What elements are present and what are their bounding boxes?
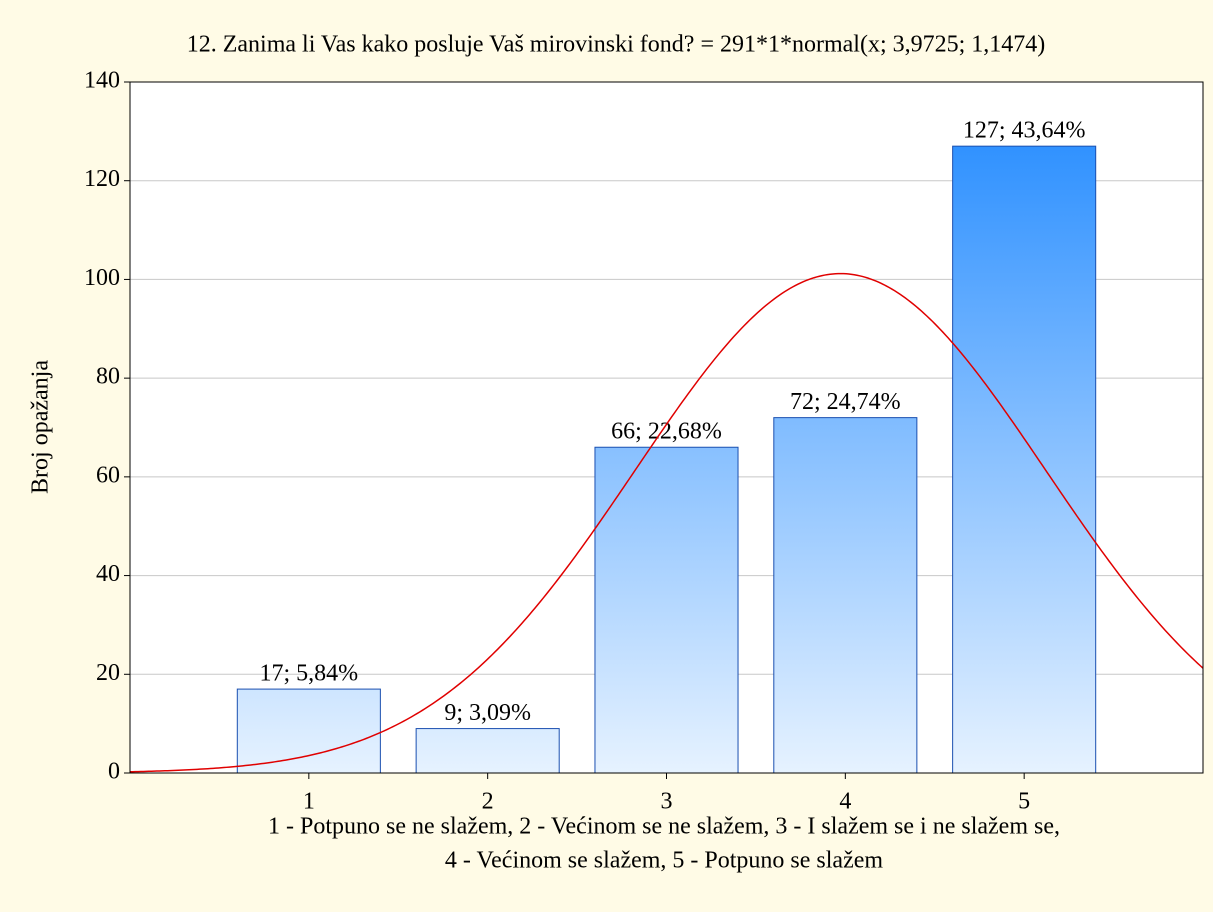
y-tick-label: 100 (84, 265, 120, 291)
x-tick-label: 5 (1018, 789, 1030, 815)
data-label: 127; 43,64% (963, 118, 1086, 144)
y-tick-label: 140 (84, 68, 120, 94)
x-tick-label: 1 (303, 789, 315, 815)
x-tick-label: 3 (661, 789, 673, 815)
y-tick-label: 60 (96, 462, 120, 488)
bar (236, 688, 381, 774)
x-tick-label: 4 (839, 789, 851, 815)
x-axis-label: 4 - Većinom se slažem, 5 - Potpuno se sl… (445, 848, 883, 874)
chart-title: 12. Zanima li Vas kako posluje Vaš mirov… (187, 32, 1046, 58)
y-tick-label: 20 (96, 660, 120, 686)
data-label: 66; 22,68% (611, 419, 722, 445)
fit-curve (130, 272, 1203, 773)
data-label: 72; 24,74% (790, 389, 901, 415)
bar (952, 145, 1097, 774)
y-axis-label: Broj opažanja (28, 360, 54, 494)
data-label: 17; 5,84% (259, 661, 358, 687)
y-tick-label: 0 (108, 759, 120, 785)
x-axis-label: 1 - Potpuno se ne slažem, 2 - Većinom se… (268, 814, 1060, 840)
plot-frame (129, 81, 1204, 774)
y-tick-label: 40 (96, 561, 120, 587)
bar (415, 728, 560, 774)
y-tick-label: 120 (84, 166, 120, 192)
data-label: 9; 3,09% (444, 700, 531, 726)
x-tick-label: 2 (482, 789, 494, 815)
bar (594, 446, 739, 774)
bar (773, 417, 918, 774)
y-tick-label: 80 (96, 364, 120, 390)
